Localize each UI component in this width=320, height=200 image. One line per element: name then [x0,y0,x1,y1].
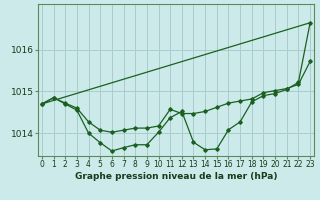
X-axis label: Graphe pression niveau de la mer (hPa): Graphe pression niveau de la mer (hPa) [75,172,277,181]
